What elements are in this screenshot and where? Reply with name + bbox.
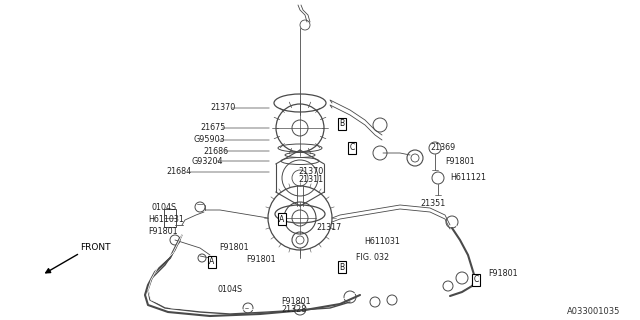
Text: 21328: 21328 [281, 306, 307, 315]
Text: H611121: H611121 [450, 173, 486, 182]
Text: 21351: 21351 [420, 199, 445, 209]
Text: C: C [349, 143, 355, 153]
Text: H611031: H611031 [148, 214, 184, 223]
Text: 21686: 21686 [203, 147, 228, 156]
Text: H611031: H611031 [364, 236, 400, 245]
Text: B: B [339, 262, 344, 271]
Text: A: A [280, 214, 285, 223]
Text: C: C [474, 276, 479, 284]
Text: 21370: 21370 [298, 166, 323, 175]
Text: 21311: 21311 [298, 175, 323, 185]
Text: 0104S: 0104S [218, 285, 243, 294]
Text: FRONT: FRONT [80, 244, 111, 252]
Text: A033001035: A033001035 [566, 308, 620, 316]
Text: 21684: 21684 [166, 167, 191, 177]
Text: 21317: 21317 [316, 223, 341, 233]
Text: F91801: F91801 [148, 227, 178, 236]
Text: 21369: 21369 [430, 143, 455, 153]
Text: 21370: 21370 [210, 103, 236, 113]
Text: F91801: F91801 [445, 157, 475, 166]
Text: G95903: G95903 [193, 135, 225, 145]
Text: 21675: 21675 [200, 124, 225, 132]
Text: G93204: G93204 [191, 156, 223, 165]
Bar [164, 209, 176, 227]
Text: F91801: F91801 [488, 268, 518, 277]
Text: 0104S: 0104S [152, 204, 177, 212]
Text: FIG. 032: FIG. 032 [356, 252, 389, 261]
Text: F91801: F91801 [281, 297, 310, 306]
Text: B: B [339, 119, 344, 129]
Text: F91801: F91801 [219, 244, 248, 252]
Text: F91801: F91801 [246, 254, 276, 263]
Text: A: A [209, 258, 214, 267]
